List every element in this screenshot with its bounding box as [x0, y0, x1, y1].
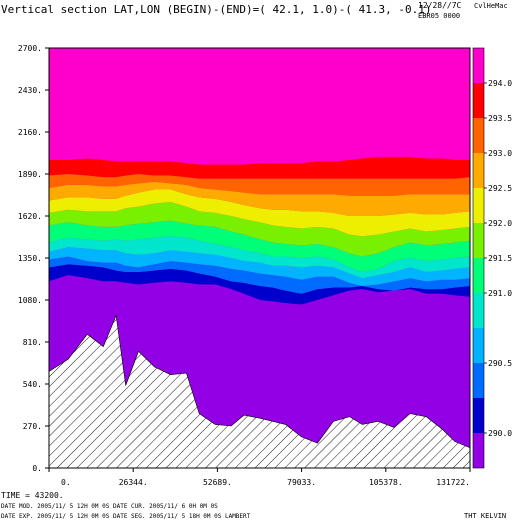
band-below-290-0: [49, 275, 470, 448]
user-label: CvlHeMac: [474, 2, 508, 10]
colorbar-label: 294.0: [488, 79, 512, 88]
y-tick-label: 810.: [23, 338, 42, 347]
colorbar-segment: [473, 223, 484, 258]
y-tick-label: 1080.: [18, 296, 42, 305]
colorbar-segment: [473, 83, 484, 118]
colorbar: 290.0 290.5 291.0 291.5 292.0 292.5 293.0 293.5…: [472, 47, 512, 469]
band-290-5: [49, 247, 470, 286]
x-tick-label: 0.: [61, 478, 71, 487]
band-293-0: [49, 174, 470, 196]
y-tick-label: 1890.: [18, 170, 42, 179]
x-tick-label: 52689.: [203, 478, 232, 487]
band-290-75: [49, 236, 470, 279]
y-tick-label: 270.: [23, 422, 42, 431]
colorbar-segment: [473, 153, 484, 188]
x-tick-label: 131722.: [436, 478, 470, 487]
colorbar-segment: [473, 328, 484, 363]
time-label: TIME = 43200.: [1, 491, 64, 500]
variable-label: THT KELVIN: [464, 512, 506, 520]
colorbar-label: 291.5: [488, 254, 512, 263]
colorbar-label: 292.0: [488, 219, 512, 228]
axes: 0. 270. 540. 810. 1080. 1350. 1620. 1890. 2160. 2…: [18, 44, 471, 487]
band-292-0: [49, 189, 470, 237]
band-292-5: [49, 181, 470, 216]
x-tick-label: 26344.: [119, 478, 148, 487]
date-line-exp: DATE EXP. 2005/11/ 5 12H 0M 0S DATE SEG.…: [1, 513, 251, 520]
colorbar-segment: [473, 48, 484, 83]
band-290-25: [49, 256, 470, 294]
colorbar-segment: [473, 258, 484, 293]
y-tick-label: 2700.: [18, 44, 42, 53]
colorbar-label: 292.5: [488, 184, 512, 193]
colorbar-segment: [473, 398, 484, 433]
chart-title: Vertical section LAT,LON (BEGIN)-(END)=(…: [1, 3, 431, 16]
colorbar-label: 290.0: [488, 429, 512, 438]
y-tick-label: 540.: [23, 380, 42, 389]
run-id: EBR05 0000: [418, 12, 460, 20]
colorbar-segment: [473, 433, 484, 468]
colorbar-segment: [473, 188, 484, 223]
date-code: 12/28//7C: [418, 1, 462, 10]
band-290-0: [49, 264, 470, 305]
y-tick-label: 1620.: [18, 212, 42, 221]
band-291-0: [49, 220, 470, 272]
colorbar-label: 290.5: [488, 359, 512, 368]
band-293-25: [49, 156, 470, 179]
colorbar-label: 293.5: [488, 114, 512, 123]
colorbar-label: 293.0: [488, 149, 512, 158]
colorbar-segment: [473, 293, 484, 328]
x-tick-label: 79033.: [287, 478, 316, 487]
y-tick-label: 2430.: [18, 86, 42, 95]
colorbar-segment: [473, 118, 484, 153]
y-tick-label: 1350.: [18, 254, 42, 263]
colorbar-segment: [473, 363, 484, 398]
plot-area: [48, 48, 471, 469]
date-line-mod: DATE MOD. 2005/11/ 5 12H 0M 0S DATE CUR.…: [1, 503, 218, 510]
y-tick-label: 2160.: [18, 128, 42, 137]
y-tick-label: 0.: [32, 464, 42, 473]
band-291-5: [49, 202, 470, 257]
x-tick-label: 105378.: [369, 478, 403, 487]
colorbar-label: 291.0: [488, 289, 512, 298]
